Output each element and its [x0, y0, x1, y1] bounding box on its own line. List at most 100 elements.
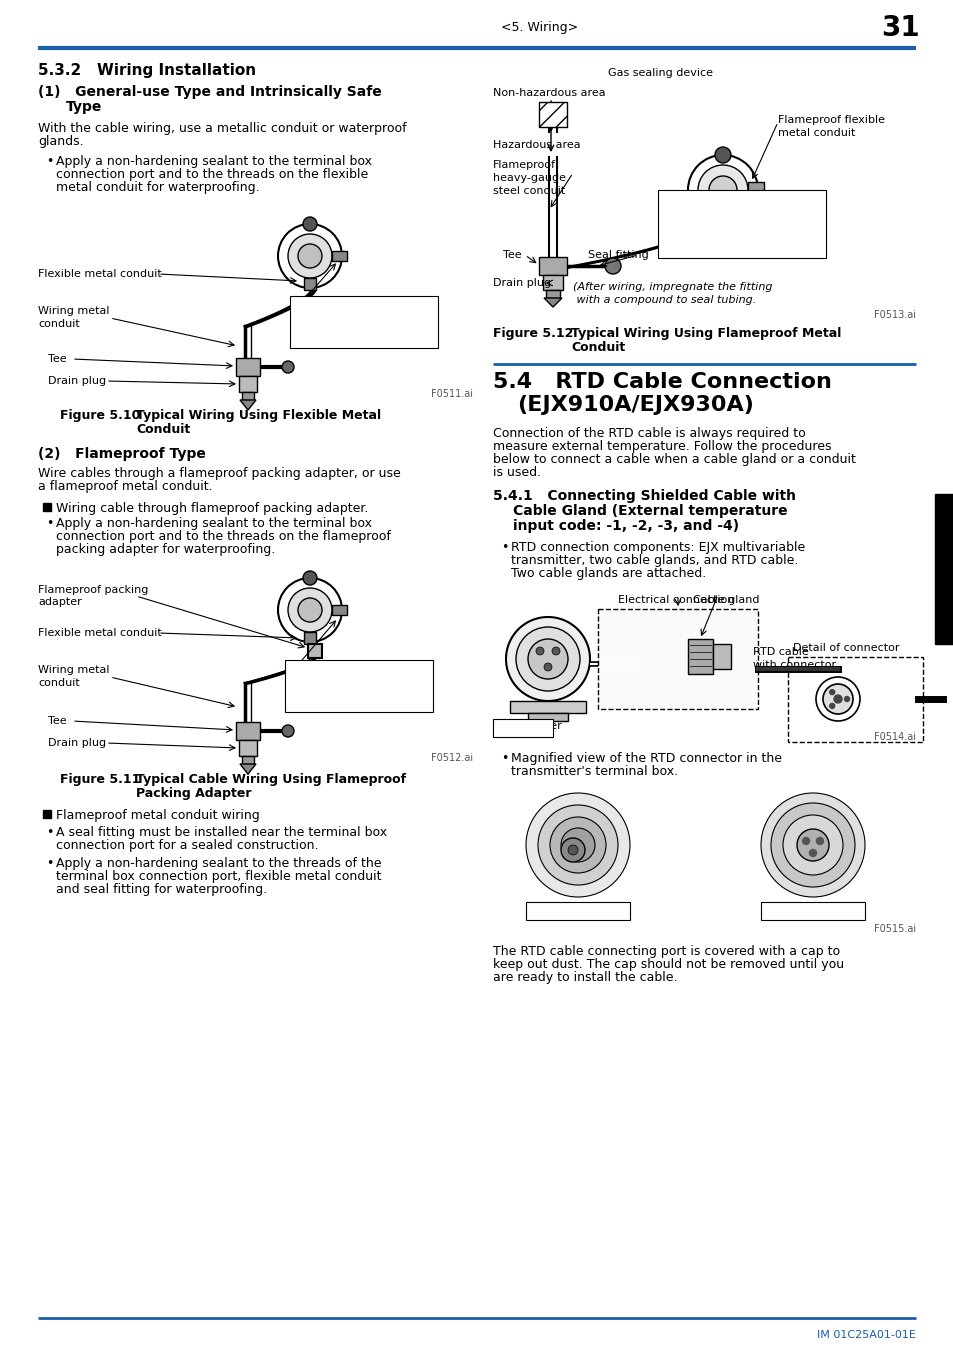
Bar [43, 504, 51, 512]
Text: measure external temperature. Follow the procedures: measure external temperature. Follow the… [493, 440, 831, 454]
Text: metal conduit: metal conduit [778, 128, 855, 138]
Text: (2)   Flameproof Type: (2) Flameproof Type [38, 447, 206, 460]
Text: with connector: with connector [752, 660, 835, 670]
Text: F0513.ai: F0513.ai [873, 310, 915, 320]
Circle shape [801, 837, 809, 845]
Text: Wire cables through a flameproof packing adapter, or use: Wire cables through a flameproof packing… [38, 467, 400, 481]
Text: IM 01C25A01-01E: IM 01C25A01-01E [817, 1330, 915, 1341]
Text: With the cable wiring, use a metallic conduit or waterproof: With the cable wiring, use a metallic co… [38, 122, 406, 135]
Text: connection port and to the threads on the flameproof: connection port and to the threads on th… [56, 531, 391, 543]
Text: Figure 5.12: Figure 5.12 [493, 327, 573, 340]
Text: below to connect a cable when a cable gland or a conduit: below to connect a cable when a cable gl… [493, 454, 855, 466]
Bar [934, 524, 953, 644]
Bar [235, 722, 260, 740]
Circle shape [698, 165, 747, 215]
Text: sealant to the threads of: sealant to the threads of [662, 208, 800, 217]
Text: with a compound to seal tubing.: with a compound to seal tubing. [573, 296, 756, 305]
Text: 5: 5 [938, 501, 948, 517]
Text: Detail of connector: Detail of connector [792, 643, 899, 653]
Text: Tee: Tee [502, 250, 521, 261]
Bar [527, 713, 567, 721]
Bar [747, 182, 763, 194]
Text: •: • [46, 857, 53, 869]
Bar [538, 103, 566, 127]
Bar [332, 605, 347, 616]
Text: Wiring metal: Wiring metal [38, 306, 110, 316]
Circle shape [288, 234, 332, 278]
Text: a flameproof metal conduit.: a flameproof metal conduit. [38, 481, 213, 493]
Text: 5.4   RTD Cable Connection: 5.4 RTD Cable Connection [493, 373, 831, 391]
Bar [308, 644, 322, 657]
Bar [598, 609, 758, 709]
Text: sealant to the threads for: sealant to the threads for [290, 678, 432, 688]
Circle shape [708, 176, 737, 204]
Circle shape [282, 725, 294, 737]
Text: RTD cable: RTD cable [752, 647, 808, 657]
Text: Flexible metal conduit: Flexible metal conduit [38, 269, 162, 279]
Text: steel conduit: steel conduit [493, 186, 565, 196]
Text: Typical Wiring Using Flameproof Metal: Typical Wiring Using Flameproof Metal [571, 327, 841, 340]
Bar [304, 632, 315, 644]
Circle shape [833, 695, 841, 703]
Text: RTD connection components: EJX multivariable: RTD connection components: EJX multivari… [511, 541, 804, 554]
Text: keep out dust. The cap should not be removed until you: keep out dust. The cap should not be rem… [493, 958, 843, 971]
Text: Flameproof packing: Flameproof packing [38, 585, 149, 595]
Text: •: • [500, 541, 508, 554]
Text: F0511.ai: F0511.ai [431, 389, 473, 400]
Circle shape [822, 684, 852, 714]
Bar [242, 392, 253, 400]
Text: Figure 5.10: Figure 5.10 [60, 409, 140, 423]
Polygon shape [543, 298, 561, 306]
Circle shape [297, 598, 322, 622]
Text: Apply a non-hardening: Apply a non-hardening [294, 301, 421, 310]
Text: transmitter, two cable glands, and RTD cable.: transmitter, two cable glands, and RTD c… [511, 554, 798, 567]
Bar [658, 190, 825, 258]
Text: Apply a non-hardening sealant to the terminal box: Apply a non-hardening sealant to the ter… [56, 155, 372, 167]
Text: Electrical connection: Electrical connection [618, 595, 734, 605]
Text: Apply a non-hardening sealant to the threads of the: Apply a non-hardening sealant to the thr… [56, 857, 381, 869]
Text: Magnified view of the RTD connector in the: Magnified view of the RTD connector in t… [511, 752, 781, 765]
Bar [285, 660, 433, 711]
Text: Conduit: Conduit [136, 423, 190, 436]
Text: A seal fitting must be installed near the terminal box: A seal fitting must be installed near th… [56, 826, 387, 838]
Text: packing adapter for waterproofing.: packing adapter for waterproofing. [56, 543, 275, 556]
Circle shape [770, 803, 854, 887]
Text: Cable gland: Cable gland [692, 595, 759, 605]
Circle shape [815, 676, 859, 721]
Text: waterproofing: waterproofing [662, 234, 740, 244]
Text: •: • [46, 826, 53, 838]
Text: 5.4.1   Connecting Shielded Cable with: 5.4.1 Connecting Shielded Cable with [493, 489, 795, 504]
Text: •: • [46, 155, 53, 167]
Text: terminal box connection port, flexible metal conduit: terminal box connection port, flexible m… [56, 869, 381, 883]
Text: Transmitter: Transmitter [497, 721, 561, 730]
Text: F0512.ai: F0512.ai [431, 753, 473, 763]
Bar [332, 251, 347, 261]
Text: Type: Type [66, 100, 102, 113]
Text: Typical Cable Wiring Using Flameproof: Typical Cable Wiring Using Flameproof [136, 774, 406, 786]
Text: and seal fitting for waterproofing.: and seal fitting for waterproofing. [56, 883, 267, 896]
Text: metal conduit for waterproofing.: metal conduit for waterproofing. [56, 181, 259, 194]
Text: Drain plug: Drain plug [48, 738, 106, 748]
Text: •: • [46, 517, 53, 531]
Circle shape [829, 690, 834, 695]
Bar [43, 810, 51, 818]
Circle shape [505, 617, 589, 701]
Text: Seal fitting: Seal fitting [587, 250, 648, 261]
Text: Figure 5.11: Figure 5.11 [60, 774, 140, 786]
Text: conduit: conduit [38, 678, 80, 688]
Circle shape [714, 147, 730, 163]
Text: heavy-gauge: heavy-gauge [493, 173, 565, 184]
Circle shape [516, 626, 579, 691]
Circle shape [536, 647, 543, 655]
Text: Non-hazardous area: Non-hazardous area [493, 88, 605, 99]
Text: transmitter's terminal box.: transmitter's terminal box. [511, 765, 678, 778]
Circle shape [843, 697, 848, 702]
Text: Connecting Port: Connecting Port [767, 904, 857, 914]
Text: waterproofing.: waterproofing. [294, 327, 376, 338]
Circle shape [552, 647, 559, 655]
Text: Gas sealing device: Gas sealing device [607, 68, 712, 78]
Text: F0515.ai: F0515.ai [873, 923, 915, 934]
Bar [239, 740, 256, 756]
Circle shape [816, 837, 822, 845]
Text: waterproofing.: waterproofing. [290, 691, 372, 701]
